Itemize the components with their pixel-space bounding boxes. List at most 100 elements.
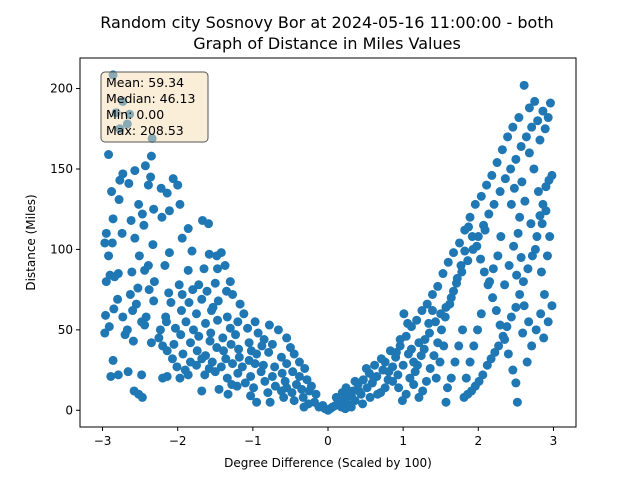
data-point bbox=[177, 233, 187, 243]
data-point bbox=[394, 383, 404, 393]
data-point bbox=[484, 209, 494, 219]
data-point bbox=[221, 354, 231, 364]
data-point bbox=[250, 359, 260, 369]
data-point bbox=[178, 349, 188, 359]
data-point bbox=[115, 175, 125, 185]
data-point bbox=[358, 399, 368, 409]
data-point bbox=[506, 312, 516, 322]
data-point bbox=[365, 392, 375, 402]
data-point bbox=[197, 354, 207, 364]
data-point bbox=[181, 317, 191, 327]
data-point bbox=[446, 373, 456, 383]
data-point bbox=[264, 320, 274, 330]
data-point bbox=[376, 354, 386, 364]
stats-box: Mean: 59.34 Median: 46.13 Min: 0.00 Max:… bbox=[100, 71, 209, 143]
data-point bbox=[535, 211, 545, 221]
data-point bbox=[511, 154, 521, 164]
data-point bbox=[234, 344, 244, 354]
data-point bbox=[191, 309, 201, 319]
data-point bbox=[144, 285, 154, 295]
data-point bbox=[545, 232, 555, 242]
data-point bbox=[166, 298, 176, 307]
data-point bbox=[289, 396, 299, 406]
data-point bbox=[522, 357, 532, 367]
data-point bbox=[463, 256, 473, 266]
data-point bbox=[288, 367, 298, 377]
data-point bbox=[526, 219, 536, 229]
data-point bbox=[201, 318, 210, 328]
data-point bbox=[480, 225, 490, 235]
data-point bbox=[204, 249, 214, 259]
data-point bbox=[524, 317, 534, 327]
data-points bbox=[100, 70, 557, 415]
y-tick-label: 0 bbox=[65, 403, 73, 417]
data-point bbox=[543, 317, 553, 327]
data-point bbox=[164, 288, 174, 298]
data-point bbox=[214, 384, 224, 394]
x-tick-label: 2 bbox=[474, 434, 482, 448]
data-point bbox=[276, 352, 286, 362]
data-point bbox=[450, 357, 460, 367]
data-point bbox=[503, 132, 513, 142]
data-point bbox=[183, 370, 193, 380]
data-point bbox=[267, 339, 277, 349]
data-point bbox=[199, 264, 209, 274]
data-point bbox=[537, 219, 547, 229]
data-point bbox=[524, 148, 534, 158]
data-point bbox=[168, 174, 178, 184]
data-point bbox=[127, 267, 137, 277]
data-point bbox=[427, 289, 437, 299]
data-point bbox=[107, 238, 117, 248]
data-point bbox=[202, 286, 212, 296]
data-point bbox=[539, 333, 549, 343]
data-point bbox=[373, 389, 383, 399]
data-point bbox=[420, 335, 430, 344]
data-point bbox=[370, 360, 380, 370]
data-point bbox=[412, 315, 422, 325]
data-point bbox=[454, 341, 464, 351]
data-point bbox=[489, 199, 499, 209]
data-point bbox=[222, 312, 232, 322]
data-point bbox=[523, 264, 533, 274]
data-point bbox=[519, 301, 529, 311]
data-point bbox=[194, 280, 204, 290]
data-point bbox=[164, 206, 174, 216]
data-point bbox=[194, 331, 204, 341]
data-point bbox=[101, 277, 111, 287]
data-point bbox=[491, 306, 501, 316]
data-point bbox=[384, 367, 394, 377]
data-point bbox=[197, 386, 207, 396]
data-point bbox=[118, 312, 128, 322]
data-point bbox=[516, 252, 526, 262]
data-point bbox=[228, 289, 238, 299]
data-point bbox=[219, 346, 229, 356]
data-point bbox=[164, 248, 174, 258]
data-point bbox=[354, 386, 364, 396]
data-point bbox=[433, 281, 443, 291]
data-point bbox=[343, 389, 353, 399]
data-point bbox=[185, 338, 195, 348]
data-point bbox=[264, 347, 274, 357]
data-point bbox=[399, 309, 409, 319]
x-tick-label: −3 bbox=[94, 434, 112, 448]
data-point bbox=[464, 222, 474, 232]
data-point bbox=[216, 362, 226, 372]
data-point bbox=[213, 264, 223, 274]
data-point bbox=[130, 233, 140, 243]
data-point bbox=[256, 367, 266, 377]
data-point bbox=[104, 322, 114, 332]
data-point bbox=[244, 338, 254, 348]
stats-median: Median: 46.13 bbox=[106, 91, 195, 106]
data-point bbox=[253, 328, 263, 338]
data-point bbox=[436, 325, 446, 335]
data-point bbox=[287, 388, 297, 398]
data-point bbox=[101, 310, 111, 320]
data-point bbox=[104, 150, 114, 160]
data-point bbox=[441, 397, 451, 407]
data-point bbox=[331, 392, 341, 402]
chart-subtitle: Graph of Distance in Miles Values bbox=[193, 34, 461, 53]
data-point bbox=[100, 328, 110, 338]
data-point bbox=[511, 302, 521, 312]
data-point bbox=[234, 352, 244, 362]
